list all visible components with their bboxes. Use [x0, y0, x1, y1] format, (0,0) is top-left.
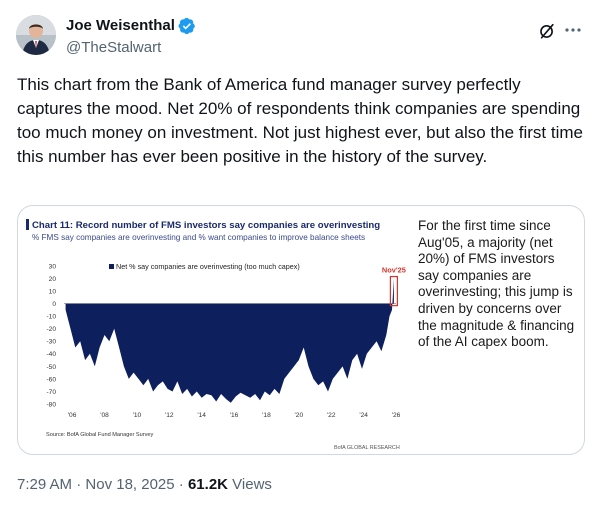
x-tick-label: '08 [100, 412, 109, 419]
bofa-brand: BofA GLOBAL RESEARCH [334, 445, 400, 451]
y-tick-label: 30 [49, 263, 57, 270]
tweet-time[interactable]: 7:29 AM [17, 476, 73, 493]
x-tick-label: '14 [197, 412, 206, 419]
x-tick-label: '16 [230, 412, 239, 419]
chart-title: Chart 11: Record number of FMS investors… [32, 220, 380, 231]
grok-icon[interactable] [538, 22, 556, 40]
x-tick-label: '24 [359, 412, 368, 419]
legend-swatch [109, 264, 114, 269]
author-handle[interactable]: @TheStalwart [66, 39, 162, 56]
more-options-icon[interactable] [563, 21, 583, 39]
y-tick-label: 0 [52, 301, 56, 308]
author-display-name[interactable]: Joe Weisenthal [66, 17, 175, 34]
y-tick-label: -40 [46, 351, 56, 358]
x-tick-label: '22 [327, 412, 336, 419]
tweet-media-image[interactable]: Chart 11: Record number of FMS investors… [17, 205, 585, 455]
y-tick-label: -30 [46, 339, 56, 346]
y-tick-label: 20 [49, 276, 57, 283]
x-tick-label: '12 [165, 412, 174, 419]
x-tick-label: '06 [68, 412, 77, 419]
y-tick-label: -10 [46, 314, 56, 321]
y-tick-label: -20 [46, 326, 56, 333]
y-tick-label: -60 [46, 376, 56, 383]
y-axis: 30 20 10 0 -10 -20 -30 -40 -50 -60 -70 -80 [46, 263, 56, 408]
y-tick-label: -80 [46, 401, 56, 408]
y-tick-label: 10 [49, 288, 57, 295]
chart-title-marker [26, 219, 29, 230]
author-name-row: Joe Weisenthal [66, 16, 196, 35]
series-area [65, 278, 394, 403]
nov25-annotation: Nov'25 [382, 266, 406, 275]
avatar-image [16, 15, 56, 55]
author-avatar[interactable] [16, 15, 56, 55]
legend-label: Net % say companies are overinvesting (t… [116, 262, 300, 271]
chart-source: Source: BofA Global Fund Manager Survey [46, 432, 153, 438]
views-count: 61.2K [187, 476, 228, 493]
timestamp-separator: · [76, 476, 82, 493]
x-tick-label: '18 [262, 412, 271, 419]
y-tick-label: -70 [46, 389, 56, 396]
tweet-timestamp-row: 7:29 AM · Nov 18, 2025 · 61.2K Views [17, 476, 272, 494]
tweet-date[interactable]: Nov 18, 2025 [85, 476, 175, 493]
nov25-highlight-box [389, 275, 398, 307]
x-tick-label: '26 [392, 412, 401, 419]
y-tick-label: -50 [46, 364, 56, 371]
x-axis: '06 '08 '10 '12 '14 '16 '18 '20 '22 '24 '26 [68, 412, 401, 419]
views-label: Views [232, 476, 272, 493]
x-tick-label: '10 [133, 412, 142, 419]
fms-chart: Chart 11: Record number of FMS investors… [26, 219, 406, 451]
tweet-text: This chart from the Bank of America fund… [17, 75, 583, 166]
media-side-note: For the first time since Aug'05, a major… [418, 218, 575, 350]
verified-badge-icon[interactable] [178, 17, 196, 35]
timestamp-separator: · [178, 476, 184, 493]
x-tick-label: '20 [295, 412, 304, 419]
chart-subtitle: % FMS say companies are overinvesting an… [32, 233, 365, 242]
